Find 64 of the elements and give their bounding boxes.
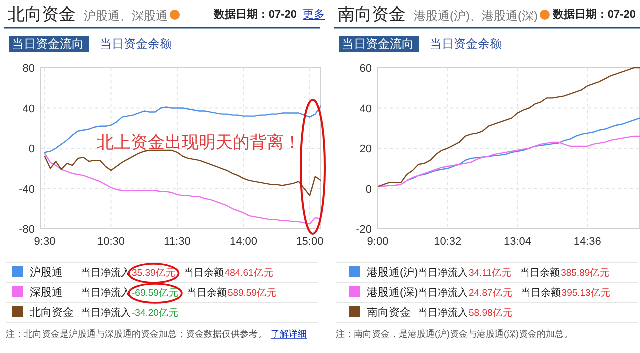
text: 注：北向资金是沪股通与深股通的资金加总；资金数据仅供参考。 bbox=[6, 329, 267, 339]
line-series bbox=[44, 106, 321, 154]
text: 当日余额 bbox=[186, 287, 227, 299]
text: 当日净流入 bbox=[418, 307, 468, 319]
y-tick-label: 0 bbox=[366, 184, 372, 196]
text: 589.59亿元 bbox=[228, 288, 277, 299]
text: 注：南向资金，是港股通(沪)资金与港股通(深)资金的加总。 bbox=[336, 329, 573, 339]
x-tick-label: 13:04 bbox=[504, 236, 532, 248]
y-tick-label: -80 bbox=[19, 224, 35, 236]
y-tick-label: 60 bbox=[360, 63, 372, 75]
y-tick-label: 20 bbox=[360, 144, 372, 156]
x-tick-label: 10:30 bbox=[97, 236, 126, 248]
text: 395.13亿元 bbox=[562, 288, 611, 299]
text: 当日资金流向 bbox=[342, 37, 414, 51]
y-tick-label: 40 bbox=[360, 103, 372, 116]
text: 数据日期：07-20 bbox=[212, 8, 297, 21]
text: 当日余额 bbox=[520, 267, 560, 279]
y-tick-label: 40 bbox=[22, 103, 35, 116]
text: 当日余额 bbox=[184, 267, 224, 279]
text: -34.20亿元 bbox=[132, 308, 179, 319]
x-tick-label: 14:00 bbox=[230, 236, 258, 248]
x-tick-label: 10:32 bbox=[434, 236, 462, 248]
x-tick-label: 14:36 bbox=[574, 236, 602, 248]
x-tick-label: 15:00 bbox=[296, 236, 324, 248]
legend-label: 南向资金 bbox=[367, 306, 411, 319]
text: 24.87亿元 bbox=[469, 288, 513, 299]
legend-label: 北向资金 bbox=[30, 306, 74, 319]
text: 34.11亿元 bbox=[469, 268, 512, 279]
y-tick-label: 80 bbox=[22, 63, 35, 75]
text: 35.39亿元 bbox=[132, 268, 176, 279]
legend-label: 港股通(沪) bbox=[367, 266, 418, 279]
x-tick-label: 9:00 bbox=[367, 236, 389, 248]
legend-label: 深股通 bbox=[30, 286, 63, 299]
text: 385.89亿元 bbox=[561, 268, 610, 279]
chart-subtitle: 港股通(沪)、港股通(深) bbox=[414, 9, 538, 23]
y-tick-label: 0 bbox=[28, 144, 35, 156]
text: 当日净流入 bbox=[418, 287, 468, 299]
text: 当日余额 bbox=[520, 287, 561, 299]
legend-label: 港股通(深) bbox=[367, 286, 418, 299]
line-series bbox=[378, 136, 640, 188]
chart-title: 北向资金 bbox=[8, 5, 76, 24]
legend-label: 沪股通 bbox=[30, 266, 63, 279]
text: 当日资金余额 bbox=[100, 37, 172, 51]
text: 当日资金流向 bbox=[12, 37, 84, 51]
annotation: 北上资金出现明天的背离！ bbox=[97, 133, 301, 152]
x-tick-label: 11:30 bbox=[164, 236, 191, 248]
text: 当日净流入 bbox=[418, 267, 468, 279]
line-series bbox=[406, 118, 640, 182]
chart-title: 南向资金 bbox=[338, 5, 406, 24]
text: 当日净流入 bbox=[81, 307, 131, 319]
text: -69.59亿元 bbox=[132, 288, 179, 299]
x-tick-label: 9:30 bbox=[34, 236, 56, 248]
text: 484.61亿元 bbox=[224, 268, 274, 279]
y-tick-label: -40 bbox=[19, 184, 35, 196]
text: 更多 bbox=[303, 9, 325, 21]
y-tick-label: -20 bbox=[356, 224, 372, 236]
text: 了解详细 bbox=[271, 329, 307, 339]
line-series bbox=[44, 152, 321, 225]
chart-subtitle: 沪股通、深股通 bbox=[84, 9, 168, 23]
text: 58.98亿元 bbox=[469, 308, 513, 319]
text: 数据日期：07-20 bbox=[552, 8, 636, 21]
text: 当日资金余额 bbox=[430, 37, 502, 51]
line-series bbox=[378, 67, 640, 188]
line-series bbox=[44, 150, 321, 196]
